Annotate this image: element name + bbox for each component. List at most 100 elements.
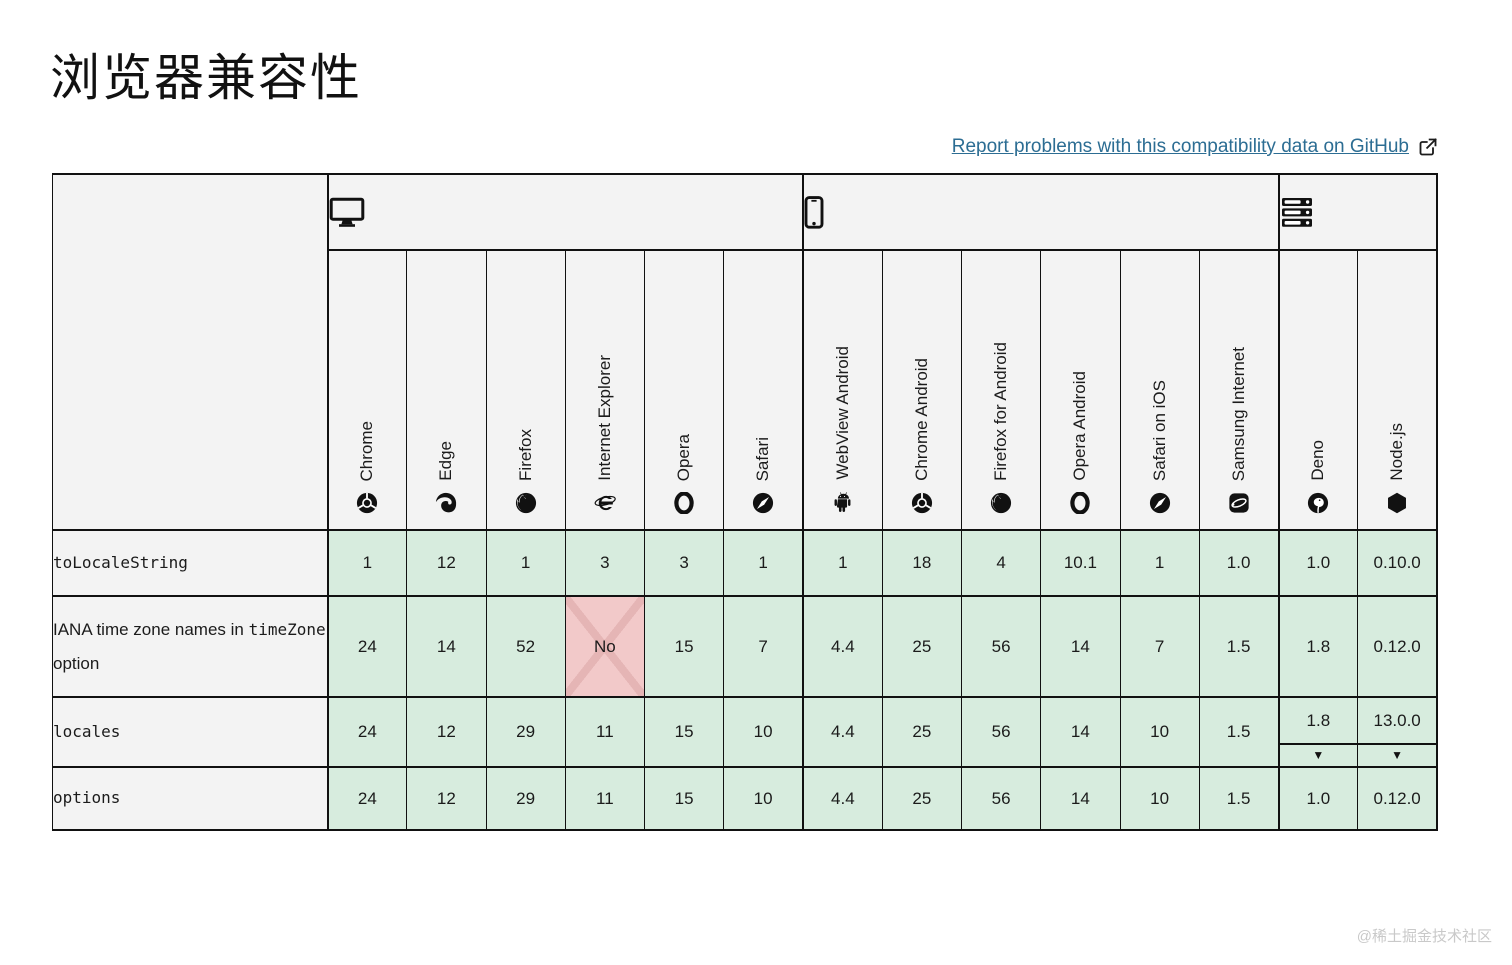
compat-cell: 0.12.0: [1357, 595, 1439, 698]
compat-cell: 1.5: [1198, 595, 1280, 698]
browser-name-label: Edge: [436, 441, 456, 481]
version-value: 1.0: [1306, 788, 1331, 808]
nodejs-icon: [1386, 492, 1408, 514]
browser-header-row: Chrome Edge Firefox Internet Explorer Opera S…: [53, 249, 1439, 531]
compat-cell: 56: [960, 766, 1042, 831]
compat-cell: 1.5: [1198, 696, 1280, 768]
version-value: 1.5: [1226, 788, 1251, 808]
compat-cell: 12: [406, 529, 487, 597]
browser-column-header: WebView Android: [801, 249, 883, 531]
browser-column-header: Firefox for Android: [960, 249, 1042, 531]
version-value: 4.4: [831, 722, 855, 741]
version-value: 10.1: [1063, 553, 1097, 572]
table-row: toLocaleString 1 12 1 3 3 1 1 18 4 10.1 1 1.0 1.0 0.10…: [52, 529, 1439, 597]
mobile-icon: [804, 195, 1278, 229]
server-icon: [1280, 197, 1437, 228]
opera-android-icon: [1069, 492, 1091, 514]
compat-cell: 14: [1040, 766, 1121, 831]
version-value: 14: [1070, 722, 1090, 741]
compat-cell: 25: [881, 696, 963, 768]
compat-cell: 29: [485, 696, 566, 768]
browser-column-header: Safari: [723, 249, 804, 531]
deno-icon: [1307, 492, 1329, 514]
compat-cell: 14: [1040, 595, 1121, 698]
version-value: 4.4: [831, 636, 855, 656]
version-value: 1.0: [1306, 553, 1331, 572]
version-value: 12: [436, 788, 456, 808]
feature-label: toLocaleString: [52, 529, 329, 597]
compat-cell: 10: [1119, 696, 1200, 768]
version-value: 11: [596, 722, 614, 741]
browser-name-label: Safari on iOS: [1149, 379, 1169, 481]
compat-cell: 1.0: [1277, 529, 1359, 597]
compat-cell: 52: [485, 595, 566, 698]
safari-icon: [752, 492, 774, 514]
browser-name-label: WebView Android: [832, 346, 852, 480]
group-header-row: [52, 173, 1438, 531]
compat-cell: 1: [801, 529, 883, 597]
version-value: 56: [991, 788, 1011, 808]
table-corner-cell: [52, 173, 328, 531]
compat-cell: 1.0: [1198, 529, 1280, 597]
github-report-link[interactable]: Report problems with this compatibility …: [951, 136, 1409, 157]
compat-cell: 18: [881, 529, 963, 597]
compat-cell: 25: [881, 595, 963, 698]
version-value: 29: [516, 722, 536, 741]
chrome-android-icon: [911, 492, 933, 514]
compat-cell: 3: [564, 529, 646, 597]
compat-cell: 11: [564, 766, 646, 831]
version-value: 25: [912, 722, 932, 741]
compat-cell: 10: [723, 696, 804, 768]
compat-cell: 12: [406, 766, 487, 831]
version-value: 10: [1150, 788, 1170, 808]
version-value: 10: [753, 722, 773, 741]
version-value: 1: [362, 553, 373, 572]
version-value: 56: [991, 636, 1011, 656]
version-value: 0.12.0: [1373, 636, 1421, 656]
external-link-icon: [1418, 137, 1438, 157]
browser-name-label: Samsung Internet: [1228, 346, 1248, 481]
compat-cell: No: [564, 595, 646, 698]
compat-cell: 1.8: [1277, 595, 1359, 698]
desktop-group-header: [326, 173, 804, 251]
version-value: 24: [357, 636, 377, 656]
version-value: 13.0.0: [1373, 710, 1421, 730]
browser-name-label: Node.js: [1387, 423, 1407, 481]
report-link-row: Report problems with this compatibility …: [52, 136, 1438, 158]
browser-column-header: Firefox: [485, 249, 566, 531]
compat-cell: 15: [643, 696, 725, 768]
browser-column-header: Opera Android: [1040, 249, 1121, 531]
compat-cell-with-note[interactable]: 1.8 ▼: [1277, 696, 1359, 768]
compat-cell: 24: [326, 696, 408, 768]
version-value: 12: [436, 553, 456, 572]
opera-icon: [673, 492, 695, 514]
feature-label: options: [52, 766, 329, 831]
feature-code-text: timeZone: [248, 620, 326, 640]
compat-cell: 4.4: [801, 766, 883, 831]
version-value: 24: [357, 788, 377, 808]
version-value: 1: [520, 553, 531, 572]
version-value: 14: [1070, 788, 1090, 808]
table-row: locales 24 12 29 11 15 10 4.4 25 56 14 10 1.5 1.8 ▼ 13.…: [52, 696, 1439, 768]
version-value: 1: [758, 553, 768, 572]
compat-cell: 7: [723, 595, 804, 698]
compat-cell-with-note[interactable]: 13.0.0 ▼: [1357, 696, 1439, 768]
browser-column-header: Samsung Internet: [1198, 249, 1280, 531]
compat-cell: 1: [485, 529, 566, 597]
version-value: 25: [912, 788, 932, 808]
compat-cell: 12: [406, 696, 487, 768]
note-indicator-icon: ▼: [1312, 748, 1325, 762]
version-value: 52: [516, 636, 536, 656]
compat-cell: 4.4: [801, 696, 883, 768]
browser-name-label: Chrome: [357, 420, 377, 481]
compat-cell: 10: [1119, 766, 1200, 831]
browser-column-header: Chrome Android: [881, 249, 963, 531]
version-value: 24: [357, 722, 377, 741]
version-value: 4.4: [831, 788, 855, 808]
feature-text: option: [53, 653, 100, 673]
version-value: 1.8: [1306, 636, 1331, 656]
compat-cell: 4.4: [801, 595, 883, 698]
chrome-icon: [356, 492, 378, 514]
compat-cell: 24: [326, 766, 408, 831]
browser-name-label: Firefox for Android: [991, 342, 1011, 481]
